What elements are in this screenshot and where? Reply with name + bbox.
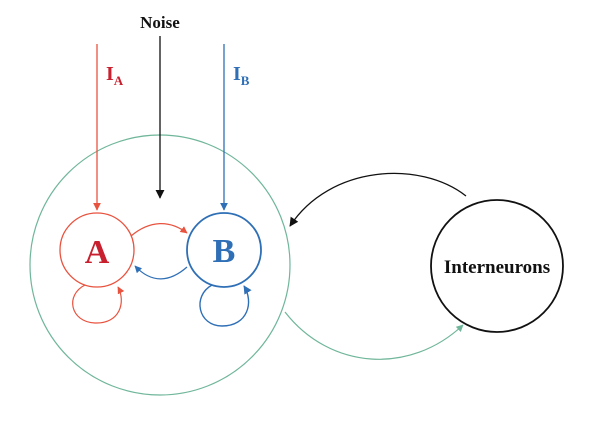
input-b-label-sub: B	[241, 73, 250, 88]
interneurons-label: Interneurons	[444, 257, 550, 278]
input-a-label-main: I	[106, 63, 114, 85]
input-b-label: IB	[233, 63, 250, 88]
population-a-label: A	[85, 234, 110, 271]
input-b-label-main: I	[233, 63, 241, 85]
excitatory-drive-arrow	[284, 311, 464, 360]
input-a-label-sub: A	[114, 73, 124, 88]
input-a-label: IA	[106, 63, 124, 88]
noise-label: Noise	[140, 13, 180, 32]
inhibitory-feedback-arrow	[289, 172, 467, 227]
population-a-circle	[59, 212, 135, 288]
interneurons-circle	[430, 199, 564, 333]
population-b-label: B	[213, 233, 236, 270]
b-to-a-arrow	[134, 265, 188, 280]
population-a-self-loop	[72, 284, 125, 324]
population-b-self-loop	[199, 284, 252, 327]
population-b-circle	[186, 212, 262, 288]
a-to-b-arrow	[130, 223, 188, 237]
